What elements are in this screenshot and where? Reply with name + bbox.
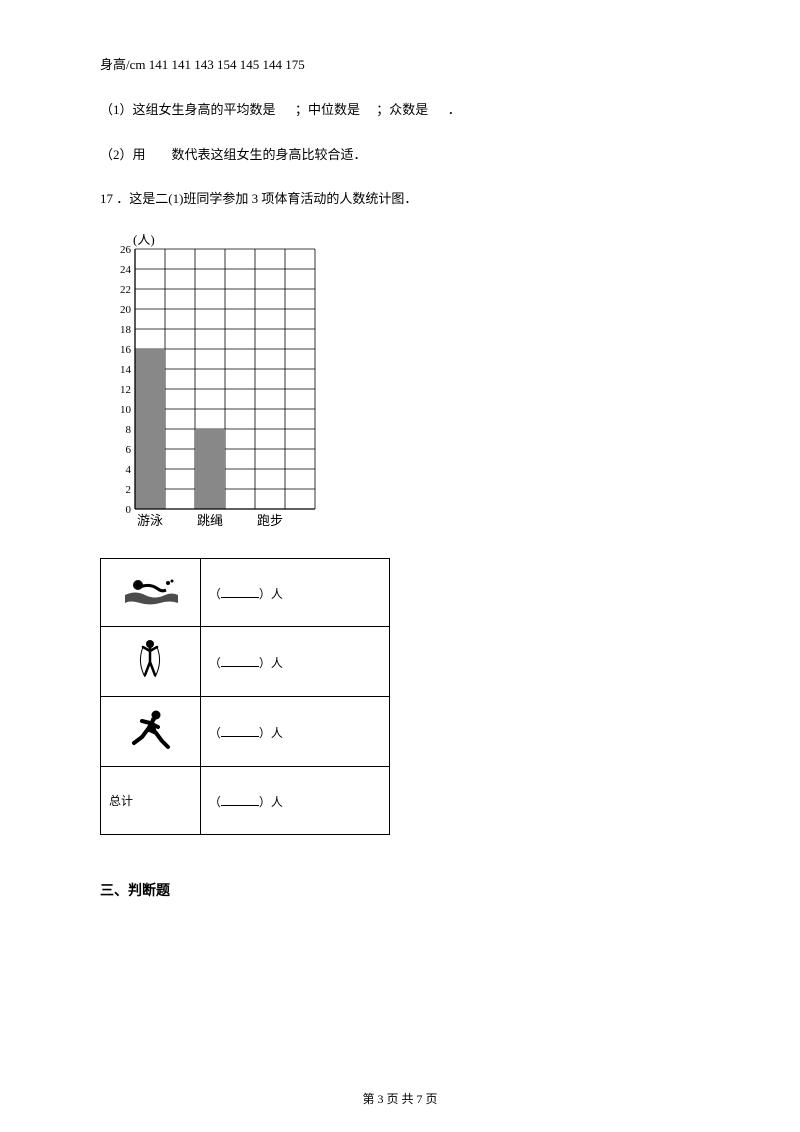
q1-text-b: ；中位数是 [295,102,360,117]
count-cell: （）人 [200,697,389,767]
svg-text:16: 16 [120,344,132,356]
svg-text:10: 10 [120,404,132,416]
svg-text:24: 24 [120,264,132,276]
section-3-heading: 三、判断题 [100,880,700,900]
q2-text-b: 数代表这组女生的身高比较合适． [172,147,367,162]
table-row: （）人 [101,697,390,767]
table-row: （）人 [101,559,390,627]
svg-text:跑步: 跑步 [257,513,283,528]
question-1: （1）这组女生身高的平均数是 ；中位数是 ；众数是 ． [100,100,700,121]
svg-text:12: 12 [120,384,131,396]
fill-blank[interactable] [221,792,259,806]
runner-icon [101,697,201,767]
page-footer: 第 3 页 共 7 页 [0,1090,800,1107]
svg-text:14: 14 [120,364,132,376]
count-cell: （）人 [200,767,389,835]
question-2: （2）用 数代表这组女生的身高比较合适． [100,145,700,166]
svg-text:8: 8 [126,424,132,436]
activity-table: （）人（）人（）人总计（）人 [100,558,390,835]
fill-blank[interactable] [221,653,259,667]
table-row: （）人 [101,627,390,697]
q1-text-a: （1）这组女生身高的平均数是 [100,102,276,117]
svg-text:6: 6 [126,444,132,456]
svg-text:20: 20 [120,304,132,316]
heights-data-line: 身高/cm 141 141 143 154 145 144 175 [100,55,700,76]
svg-text:18: 18 [120,324,132,336]
fill-blank[interactable] [221,723,259,737]
svg-text:2: 2 [126,484,132,496]
total-label-cell: 总计 [101,767,201,835]
fill-blank[interactable] [221,584,259,598]
svg-text:(人): (人) [133,234,155,247]
table-row: 总计（）人 [101,767,390,835]
svg-text:跳绳: 跳绳 [197,513,223,528]
q2-text-a: （2）用 [100,147,146,162]
svg-text:0: 0 [126,504,132,516]
svg-text:22: 22 [120,284,131,296]
svg-text:26: 26 [120,244,132,256]
q1-text-d: ． [448,102,461,117]
q1-text-c: ；众数是 [376,102,428,117]
count-cell: （）人 [200,627,389,697]
svg-text:游泳: 游泳 [137,513,163,528]
bar-chart: 26242220181614121086420(人)游泳跳绳跑步 [100,234,700,538]
jumper-icon [101,627,201,697]
count-cell: （）人 [200,559,389,627]
swimmer-icon [101,559,201,627]
question-17: 17 ．这是二(1)班同学参加 3 项体育活动的人数统计图． [100,189,700,210]
svg-text:4: 4 [126,464,132,476]
